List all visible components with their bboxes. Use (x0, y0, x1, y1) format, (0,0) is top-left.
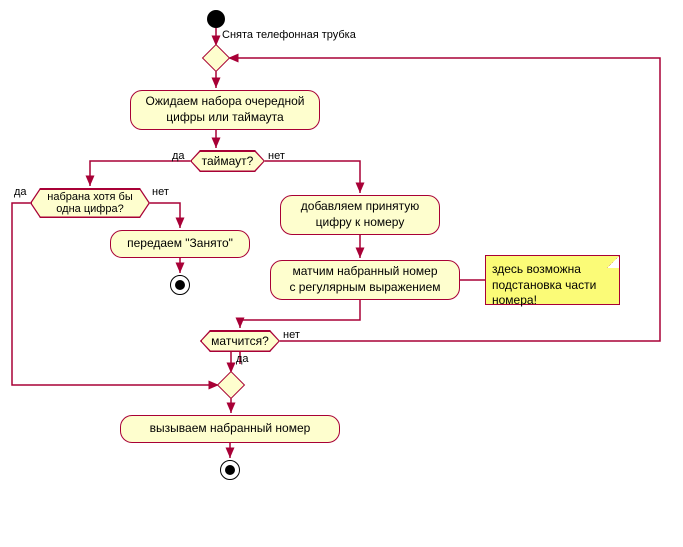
node-busy-text: передаем "Занято" (127, 236, 233, 252)
decision-timeout-inner: таймаут? (192, 152, 264, 171)
start-node (207, 10, 225, 28)
note-match: здесь возможнаподстановка частиномера! (485, 255, 620, 305)
decision-timeout-text: таймаут? (202, 154, 254, 168)
timeout-yes-label: да (172, 150, 185, 162)
end-node-2 (220, 460, 240, 480)
node-add-text: добавляем принятуюцифру к номеру (301, 199, 419, 230)
node-match: матчим набранный номерс регулярным выраж… (270, 260, 460, 300)
node-wait-text: Ожидаем набора очереднойцифры или таймау… (146, 94, 305, 125)
node-match-text: матчим набранный номерс регулярным выраж… (289, 264, 440, 295)
decision-digit-text: набрана хотя быодна цифра? (47, 191, 133, 215)
node-call: вызываем набранный номер (120, 415, 340, 443)
node-busy: передаем "Занято" (110, 230, 250, 258)
node-wait: Ожидаем набора очереднойцифры или таймау… (130, 90, 320, 130)
decision-digit-inner: набрана хотя быодна цифра? (32, 190, 149, 217)
node-call-text: вызываем набранный номер (150, 421, 311, 437)
decision-matches-inner: матчится? (202, 332, 279, 351)
digit-no-label: нет (152, 186, 169, 198)
matches-yes-label: да (236, 353, 249, 365)
timeout-no-label: нет (268, 150, 285, 162)
decision-matches-text: матчится? (211, 334, 269, 348)
node-add-digit: добавляем принятуюцифру к номеру (280, 195, 440, 235)
end-node-1 (170, 275, 190, 295)
matches-no-label: нет (283, 329, 300, 341)
note-match-text: здесь возможнаподстановка частиномера! (492, 262, 596, 307)
start-label: Снята телефонная трубка (222, 29, 356, 41)
digit-yes-label: да (14, 186, 27, 198)
